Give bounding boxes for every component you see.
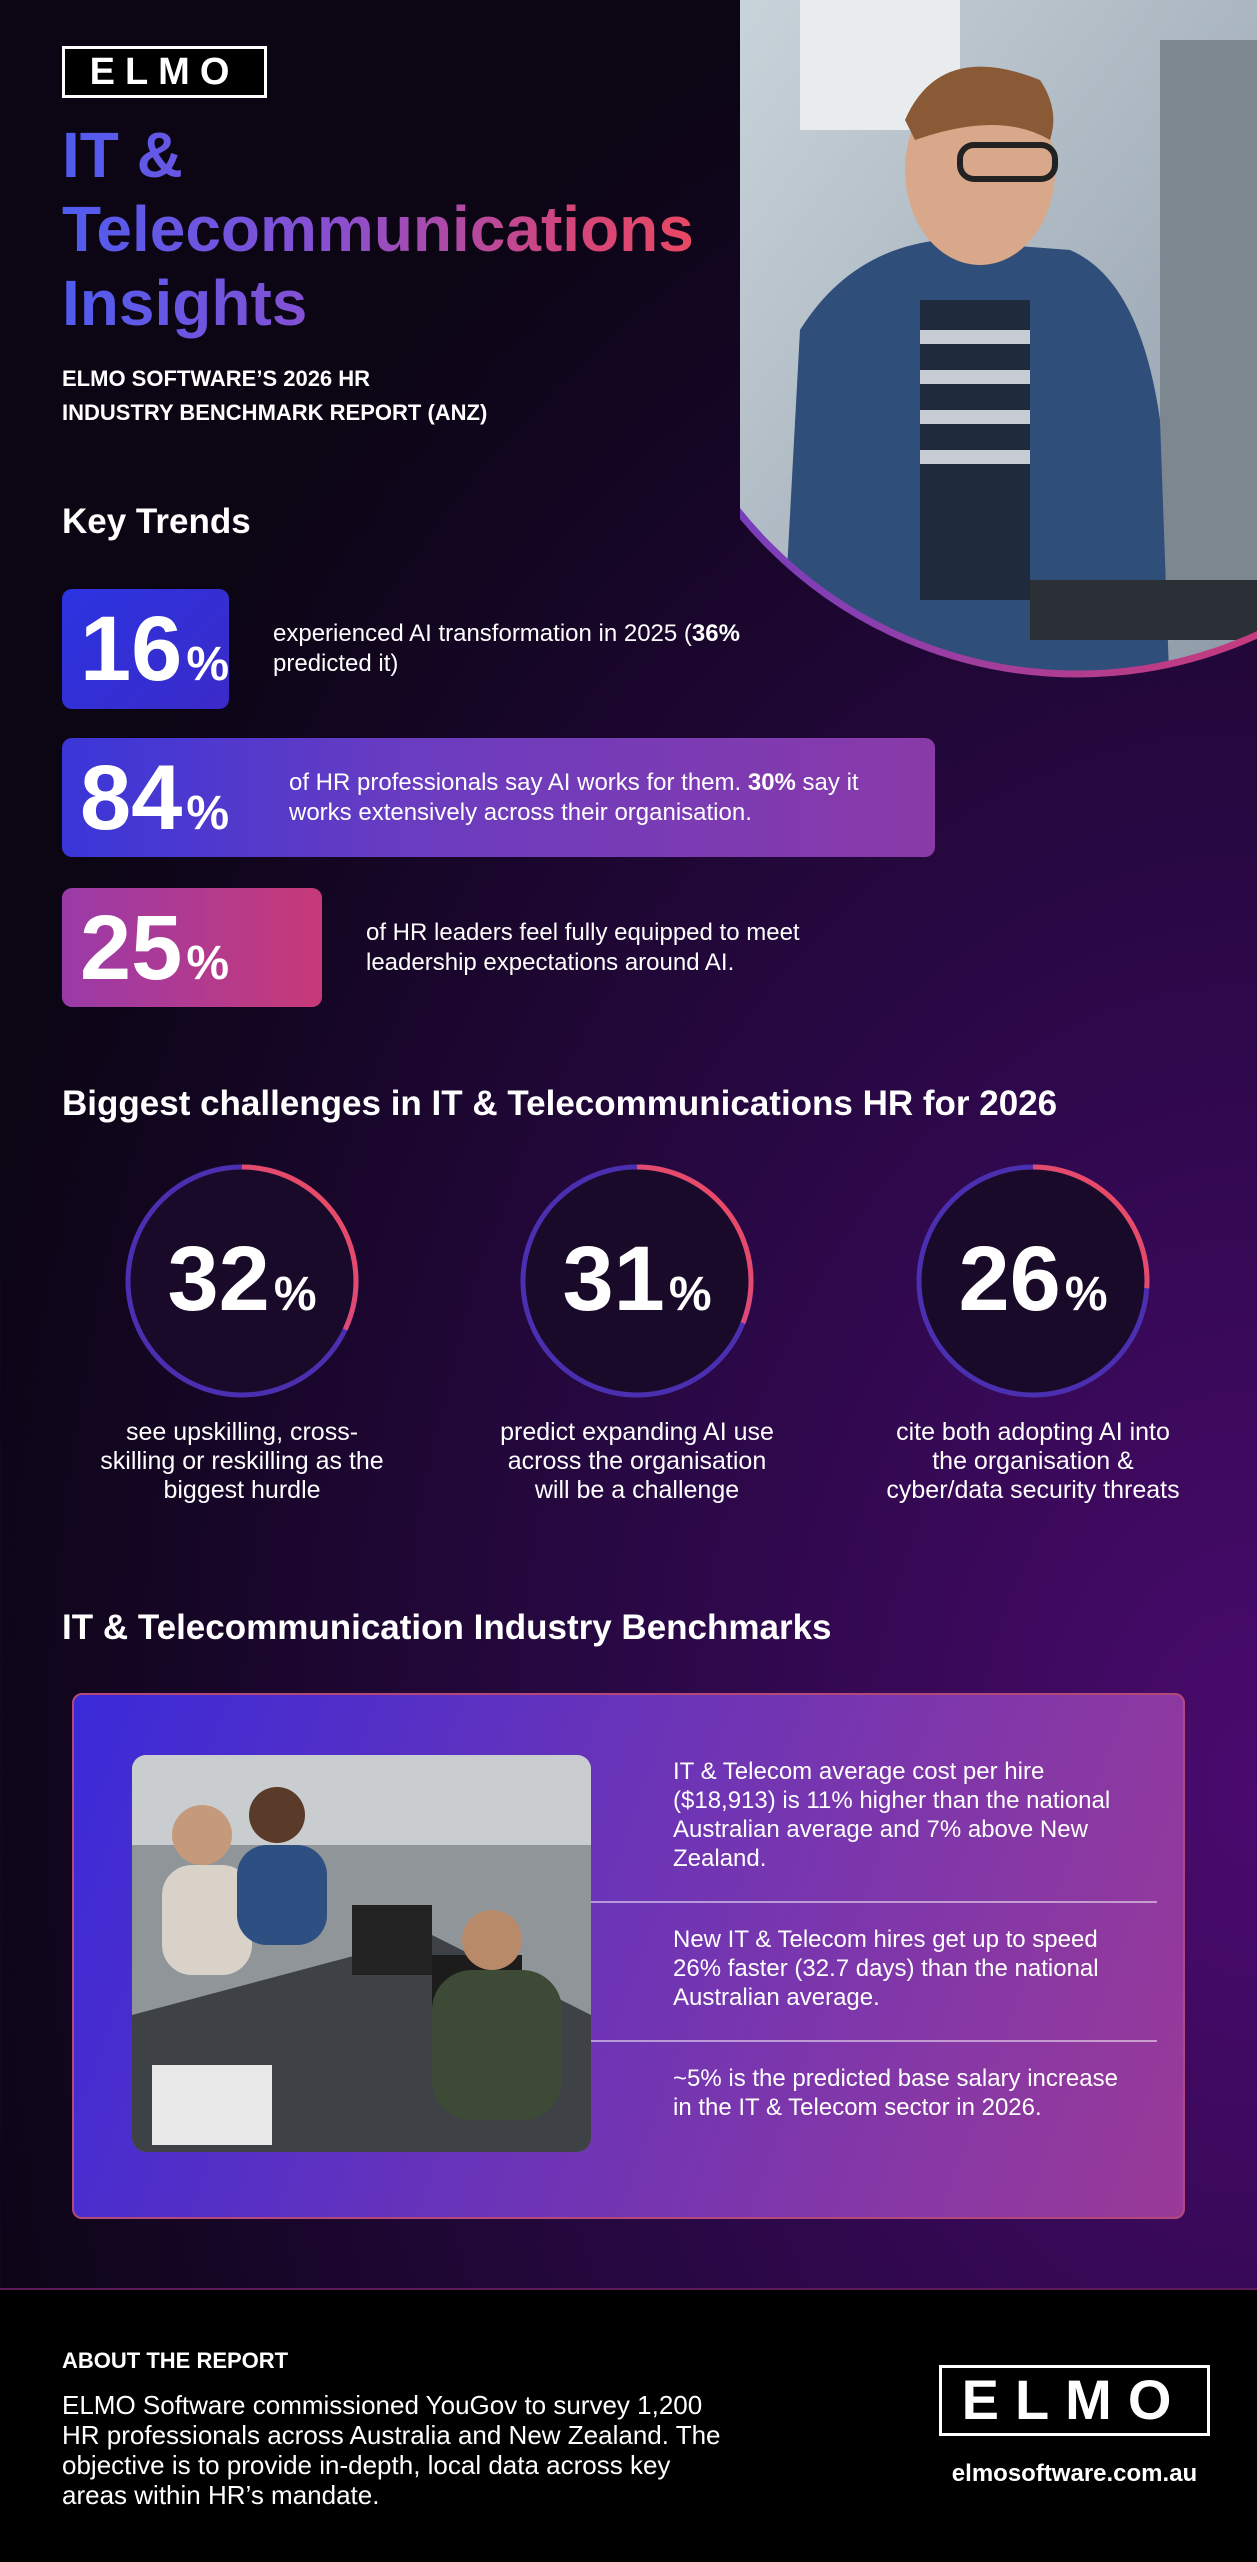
text: predicted it) bbox=[273, 650, 399, 677]
text: of HR professionals say AI works for the… bbox=[289, 769, 748, 796]
text: experienced AI transformation in 2025 ( bbox=[273, 620, 692, 647]
trend-value: 16% bbox=[80, 603, 229, 695]
challenge-value: 26% bbox=[908, 1233, 1158, 1325]
trend-value: 25% bbox=[80, 902, 229, 994]
title-line: IT & bbox=[62, 119, 183, 191]
unit: % bbox=[186, 638, 230, 691]
section-heading: Biggest challenges in IT & Telecommunica… bbox=[62, 1084, 1058, 1123]
challenge-value: 32% bbox=[117, 1233, 367, 1325]
logo: ELMO bbox=[62, 46, 267, 98]
unit: % bbox=[273, 1268, 317, 1321]
unit: % bbox=[668, 1268, 712, 1321]
trend-text: of HR leaders feel fully equipped to mee… bbox=[366, 918, 866, 978]
text: say it works extensively across their or… bbox=[289, 769, 859, 826]
title: IT & Telecommunications Insights bbox=[62, 118, 742, 340]
title-line: Telecommunications bbox=[62, 193, 694, 265]
challenge-caption: predict expanding AI use across the orga… bbox=[500, 1418, 774, 1504]
header-photo bbox=[740, 0, 1257, 678]
benchmark-text: IT & Telecom average cost per hire ($18,… bbox=[673, 1758, 1111, 1872]
gauge-arc bbox=[520, 1164, 754, 1398]
trend-card bbox=[62, 738, 935, 857]
challenge-number: 26 bbox=[958, 1228, 1061, 1330]
trend-value: 84% bbox=[80, 752, 229, 844]
gauge bbox=[125, 1164, 359, 1398]
footer-text: ELMO Software commissioned YouGov to sur… bbox=[62, 2390, 721, 2510]
footer-url[interactable]: elmosoftware.com.au bbox=[951, 2460, 1198, 2487]
trend-text: experienced AI transformation in 2025 (3… bbox=[273, 619, 753, 679]
challenge-caption: cite both adopting AI into the organisat… bbox=[886, 1418, 1180, 1504]
challenge-value: 31% bbox=[512, 1233, 762, 1325]
trend-number: 84 bbox=[80, 747, 183, 849]
gauge bbox=[916, 1164, 1150, 1398]
subtitle-line: INDUSTRY BENCHMARK REPORT (ANZ) bbox=[62, 400, 488, 425]
challenge-caption: see upskilling, cross-skilling or reskil… bbox=[100, 1418, 384, 1504]
benchmark-photo bbox=[132, 1755, 591, 2152]
benchmark-text: ~5% is the predicted base salary increas… bbox=[673, 2065, 1118, 2121]
challenge-number: 32 bbox=[167, 1228, 270, 1330]
benchmark-text: New IT & Telecom hires get up to speed 2… bbox=[673, 1926, 1099, 2011]
gauge-arc bbox=[125, 1164, 359, 1398]
gauge-arc bbox=[916, 1164, 1150, 1398]
unit: % bbox=[1064, 1268, 1108, 1321]
gauge bbox=[520, 1164, 754, 1398]
unit: % bbox=[186, 937, 230, 990]
unit: % bbox=[186, 787, 230, 840]
bold-text: 36% bbox=[691, 620, 740, 647]
divider bbox=[591, 1901, 1157, 1903]
section-heading: IT & Telecommunication Industry Benchmar… bbox=[62, 1608, 832, 1647]
trend-card bbox=[62, 589, 229, 709]
trend-text: of HR professionals say AI works for the… bbox=[289, 768, 919, 828]
subtitle-line: ELMO SOFTWARE’S 2026 HR bbox=[62, 366, 371, 391]
subtitle: ELMO SOFTWARE’S 2026 HR INDUSTRY BENCHMA… bbox=[62, 362, 487, 430]
title-line: Insights bbox=[62, 267, 308, 339]
section-heading: Key Trends bbox=[62, 502, 251, 541]
text: of HR leaders feel fully equipped to mee… bbox=[366, 919, 800, 976]
trend-number: 25 bbox=[80, 897, 183, 999]
bold-text: 30% bbox=[747, 769, 796, 796]
challenge-number: 31 bbox=[562, 1228, 665, 1330]
footer-logo: ELMO bbox=[939, 2365, 1210, 2436]
trend-card bbox=[62, 888, 322, 1007]
divider bbox=[591, 2040, 1157, 2042]
footer-heading: ABOUT THE REPORT bbox=[62, 2348, 289, 2373]
trend-number: 16 bbox=[80, 598, 183, 700]
